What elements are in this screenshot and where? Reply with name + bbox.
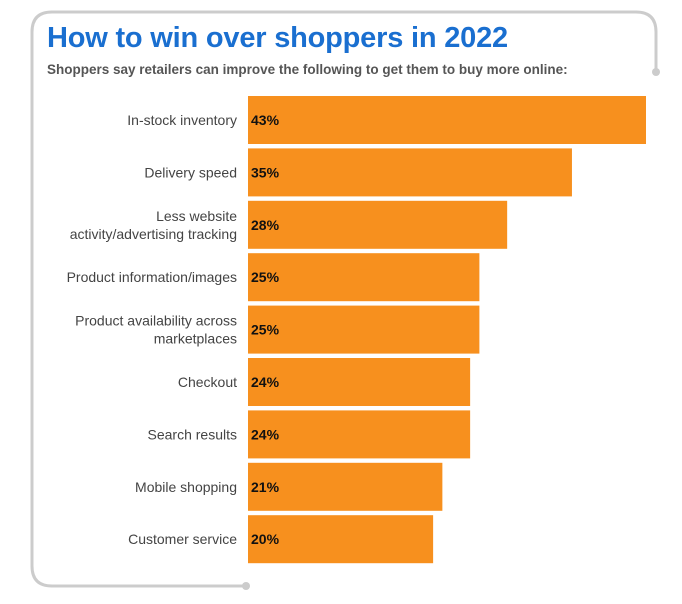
bar-4 xyxy=(248,253,480,302)
category-label: Less website activity/advertising trackin… xyxy=(70,208,238,242)
value-label: 24% xyxy=(251,426,280,442)
value-label: 24% xyxy=(251,374,280,390)
category-label: In-stock inventory xyxy=(127,112,237,128)
bar-8 xyxy=(248,462,443,511)
value-label: 21% xyxy=(251,479,280,495)
category-label: Mobile shopping xyxy=(135,479,237,495)
category-label: Product availability across marketplaces xyxy=(75,313,237,347)
value-label: 35% xyxy=(251,164,280,180)
bar-3 xyxy=(248,200,508,249)
bar-9 xyxy=(248,515,434,564)
bar-6 xyxy=(248,358,471,406)
bar-7 xyxy=(248,410,471,459)
chart-subtitle: Shoppers say retailers can improve the f… xyxy=(47,62,568,77)
category-label: Customer service xyxy=(128,531,237,547)
bar-2 xyxy=(248,148,572,197)
bar-1 xyxy=(248,96,646,144)
category-label: Delivery speed xyxy=(144,164,237,180)
category-label: Checkout xyxy=(178,374,237,390)
value-label: 20% xyxy=(251,531,280,547)
bar-5 xyxy=(248,305,480,354)
value-label: 28% xyxy=(251,217,280,233)
value-label: 25% xyxy=(251,269,280,285)
value-label: 25% xyxy=(251,322,280,338)
category-label: Search results xyxy=(148,426,237,442)
chart-title: How to win over shoppers in 2022 xyxy=(47,22,508,54)
value-label: 43% xyxy=(251,112,280,128)
category-label: Product information/images xyxy=(67,269,237,285)
